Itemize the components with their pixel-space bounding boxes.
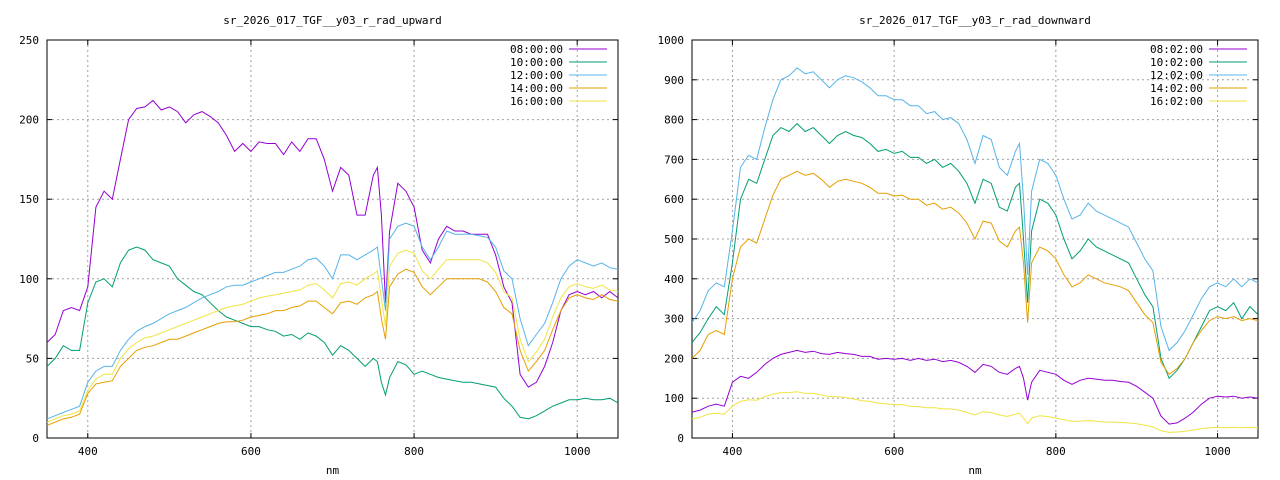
y-tick-label: 150 [19, 193, 39, 206]
downward-chart: 400 600 800 1000 0 100 200 300 400 500 600 700 800 90… [658, 14, 1259, 477]
chart-title: sr_2026_017_TGF__y03_r_rad_upward [223, 14, 442, 27]
x-axis-label: nm [968, 464, 982, 477]
series-line-1 [692, 122, 1258, 380]
y-tick-label: 200 [664, 352, 684, 365]
upward-chart: 400 600 800 1000 0 50 100 150 200 250 sr_2026_017_… [19, 14, 619, 477]
series-line-2 [692, 67, 1258, 352]
legend-label-2: 12:00:00 [510, 69, 563, 82]
series-line-2 [47, 222, 618, 420]
y-tick-label: 1000 [658, 34, 685, 47]
legend-label-1: 10:00:00 [510, 56, 563, 69]
y-tick-label: 600 [664, 193, 684, 206]
x-tick-label: 1000 [1204, 445, 1231, 458]
series-line-1 [47, 246, 618, 420]
x-tick-label: 800 [404, 445, 424, 458]
series-line-4 [47, 249, 618, 423]
legend-label-0: 08:02:00 [1150, 43, 1203, 56]
x-tick-label: 400 [78, 445, 98, 458]
legend-label-1: 10:02:00 [1150, 56, 1203, 69]
downward-chart-panel: 400 600 800 1000 0 100 200 300 400 500 600 700 800 90… [640, 0, 1280, 480]
x-tick-label: 1000 [564, 445, 591, 458]
y-tick-label: 800 [664, 114, 684, 127]
y-tick-label: 100 [19, 273, 39, 286]
x-tick-label: 400 [722, 445, 742, 458]
y-tick-label: 100 [664, 392, 684, 405]
legend-label-4: 16:02:00 [1150, 95, 1203, 108]
y-tick-label: 50 [26, 352, 39, 365]
y-tick-label: 700 [664, 153, 684, 166]
y-tick-label: 900 [664, 74, 684, 87]
legend-label-0: 08:00:00 [510, 43, 563, 56]
series-line-3 [47, 268, 618, 426]
series-line-4 [692, 391, 1258, 433]
legend-label-2: 12:02:00 [1150, 69, 1203, 82]
series-line-0 [692, 349, 1258, 425]
plot-frame [46, 39, 619, 439]
x-axis-label: nm [326, 464, 340, 477]
x-tick-label: 800 [1046, 445, 1066, 458]
legend-label-3: 14:02:00 [1150, 82, 1203, 95]
y-tick-label: 400 [664, 273, 684, 286]
x-tick-label: 600 [241, 445, 261, 458]
upward-chart-panel: 400 600 800 1000 0 50 100 150 200 250 sr_2026_017_… [19, 14, 619, 477]
series-line-0 [47, 99, 618, 388]
y-tick-label: 250 [19, 34, 39, 47]
y-tick-label: 500 [664, 233, 684, 246]
chart-title: sr_2026_017_TGF__y03_r_rad_downward [859, 14, 1091, 27]
y-tick-label: 300 [664, 313, 684, 326]
y-tick-label: 0 [677, 432, 684, 445]
y-tick-label: 0 [32, 432, 39, 445]
legend-label-4: 16:00:00 [510, 95, 563, 108]
y-tick-label: 200 [19, 114, 39, 127]
series-line-3 [692, 170, 1258, 376]
legend-label-3: 14:00:00 [510, 82, 563, 95]
x-tick-label: 600 [884, 445, 904, 458]
